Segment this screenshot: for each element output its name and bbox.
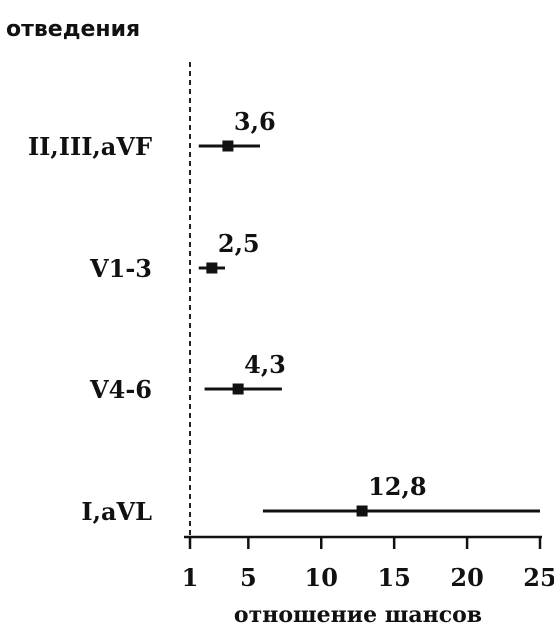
value-label: 4,3 — [244, 350, 286, 379]
point-estimate — [232, 383, 244, 395]
x-tick-label: 1 — [182, 563, 199, 592]
category-label: V1-3 — [89, 254, 152, 283]
category-label: II,III,aVF — [28, 132, 152, 161]
plot-area: 1 5 10 15 20 25II,III,aVF3,6V1-32,5V4-64,3I,a… — [28, 62, 554, 592]
x-tick-label: 15 — [377, 563, 410, 592]
x-tick-label: 25 — [523, 563, 554, 592]
value-label: 3,6 — [234, 107, 276, 136]
y-axis-title: отведения — [6, 17, 140, 42]
x-tick-label: 5 — [240, 563, 257, 592]
value-label: 12,8 — [368, 472, 426, 501]
x-tick-label: 10 — [305, 563, 338, 592]
x-axis-title: отношение шансов — [234, 602, 482, 628]
point-estimate — [222, 140, 234, 152]
point-estimate — [356, 505, 368, 517]
category-label: V4-6 — [89, 375, 152, 404]
category-label: I,aVL — [81, 497, 152, 526]
x-tick-label: 20 — [450, 563, 483, 592]
point-estimate — [206, 262, 218, 274]
value-label: 2,5 — [218, 229, 260, 258]
